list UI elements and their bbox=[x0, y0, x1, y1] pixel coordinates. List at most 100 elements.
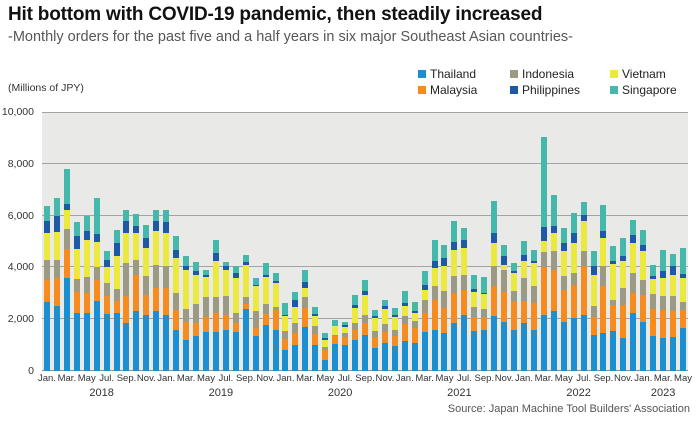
bar-slot bbox=[191, 112, 201, 371]
bar-segment-vietnam bbox=[530, 263, 537, 287]
y-axis-tick-labels: 0 2,000 4,000 6,000 8,000 10,000 bbox=[0, 106, 37, 377]
bar-segment-malaysia bbox=[113, 301, 120, 313]
legend-label: Thailand bbox=[430, 67, 477, 81]
bar-slot bbox=[131, 112, 141, 371]
bar-segment-philippines bbox=[381, 306, 388, 309]
bar-segment-singapore bbox=[620, 238, 627, 257]
bar-segment-singapore bbox=[242, 255, 249, 262]
bar-segment-vietnam bbox=[550, 233, 557, 252]
bar-segment-malaysia bbox=[640, 294, 647, 322]
gridline-10000 bbox=[42, 112, 688, 113]
bar-slot bbox=[320, 112, 330, 371]
stacked-bar-month-39 bbox=[431, 112, 438, 371]
bar-slot bbox=[281, 112, 291, 371]
bar-segment-thailand bbox=[520, 323, 527, 371]
stacked-bar-month-8 bbox=[123, 112, 130, 371]
bar-segment-singapore bbox=[302, 269, 309, 282]
stacked-bar-month-18 bbox=[222, 112, 229, 371]
bar-segment-singapore bbox=[670, 253, 677, 267]
x-tick-label: May bbox=[435, 373, 454, 384]
bar-segment-vietnam bbox=[421, 289, 428, 300]
stacked-bar-month-5 bbox=[93, 112, 100, 371]
bar-slot bbox=[430, 112, 440, 371]
x-tick-label: May bbox=[554, 373, 573, 384]
bar-slot bbox=[211, 112, 221, 371]
bar-segment-malaysia bbox=[361, 323, 368, 335]
bar-segment-thailand bbox=[481, 330, 488, 371]
bar-segment-malaysia bbox=[371, 337, 378, 348]
x-axis-tick-labels: Jan. Mar. May Jul. Sep. Nov. Jan. Mar. May Jul. Se… bbox=[38, 373, 692, 385]
bar-segment-philippines bbox=[540, 227, 547, 241]
bar-segment-thailand bbox=[173, 329, 180, 371]
bar-segment-indonesia bbox=[173, 293, 180, 310]
bar-segment-singapore bbox=[550, 195, 557, 227]
stacked-bar-month-47 bbox=[511, 112, 518, 371]
bar-segment-indonesia bbox=[332, 334, 339, 337]
legend-item-singapore: Singapore bbox=[610, 82, 694, 98]
source-credit: Source: Japan Machine Tool Builders' Ass… bbox=[447, 403, 690, 415]
bar-segment-malaysia bbox=[401, 324, 408, 342]
bar-segment-malaysia bbox=[312, 333, 319, 346]
bar-segment-singapore bbox=[431, 239, 438, 262]
bar-segment-singapore bbox=[530, 249, 537, 261]
bar-segment-malaysia bbox=[520, 301, 527, 324]
x-tick-label: Mar. bbox=[653, 373, 673, 384]
bar-segment-singapore bbox=[361, 279, 368, 291]
bar-segment-vietnam bbox=[491, 243, 498, 267]
bar-segment-singapore bbox=[481, 276, 488, 294]
x-tick-label: May bbox=[674, 373, 692, 384]
bar-segment-philippines bbox=[679, 274, 686, 279]
bar-segment-thailand bbox=[332, 344, 339, 371]
bar-slot bbox=[201, 112, 211, 371]
x-tick-label: Mar. bbox=[296, 373, 315, 384]
bar-segment-thailand bbox=[540, 315, 547, 371]
bar-segment-vietnam bbox=[342, 327, 349, 334]
bar-segment-malaysia bbox=[302, 308, 309, 327]
bar-segment-singapore bbox=[352, 294, 359, 305]
bar-segment-indonesia bbox=[540, 252, 547, 268]
stacked-bar-month-53 bbox=[570, 112, 577, 371]
bar-segment-thailand bbox=[610, 330, 617, 371]
stacked-bar-month-2 bbox=[63, 112, 70, 371]
y-tick-label-6000: 6,000 bbox=[7, 209, 34, 222]
x-tick-label: Nov. bbox=[375, 373, 395, 384]
bar-segment-philippines bbox=[53, 215, 60, 233]
bar-segment-vietnam bbox=[332, 326, 339, 335]
gridline-8000 bbox=[42, 162, 688, 164]
bar-segment-singapore bbox=[173, 236, 180, 250]
bar-segment-thailand bbox=[371, 347, 378, 371]
bar-segment-vietnam bbox=[620, 261, 627, 289]
stacked-bar-month-42 bbox=[461, 112, 468, 371]
bar-segment-vietnam bbox=[610, 263, 617, 300]
bar-segment-vietnam bbox=[153, 231, 160, 265]
bar-segment-indonesia bbox=[73, 278, 80, 293]
stacked-bar-month-1 bbox=[53, 112, 60, 371]
bar-segment-philippines bbox=[570, 233, 577, 244]
bar-segment-malaysia bbox=[530, 303, 537, 330]
bar-segment-indonesia bbox=[53, 259, 60, 278]
bar-segment-philippines bbox=[590, 266, 597, 275]
bar-segment-indonesia bbox=[312, 325, 319, 334]
bar-segment-philippines bbox=[202, 274, 209, 277]
stacked-bar-month-37 bbox=[411, 112, 418, 371]
bar-segment-singapore bbox=[282, 303, 289, 315]
bar-segment-singapore bbox=[511, 263, 518, 272]
bar-segment-philippines bbox=[242, 261, 249, 265]
bar-segment-thailand bbox=[272, 329, 279, 371]
bar-segment-singapore bbox=[342, 321, 349, 326]
bar-segment-philippines bbox=[600, 231, 607, 238]
bar-segment-indonesia bbox=[431, 286, 438, 300]
bar-segment-singapore bbox=[43, 205, 50, 222]
y-tick-label-10000: 10,000 bbox=[1, 106, 34, 118]
bar-segment-vietnam bbox=[670, 274, 677, 297]
bar-segment-philippines bbox=[163, 222, 170, 233]
bar-segment-thailand bbox=[511, 329, 518, 371]
year-label-2019: 2019 bbox=[208, 387, 234, 399]
bar-segment-thailand bbox=[491, 316, 498, 371]
bar-segment-malaysia bbox=[590, 316, 597, 335]
bar-segment-singapore bbox=[163, 210, 170, 223]
bar-slot bbox=[559, 112, 569, 371]
bar-segment-philippines bbox=[550, 226, 557, 233]
bar-segment-vietnam bbox=[252, 286, 259, 312]
bar-segment-philippines bbox=[123, 221, 130, 233]
